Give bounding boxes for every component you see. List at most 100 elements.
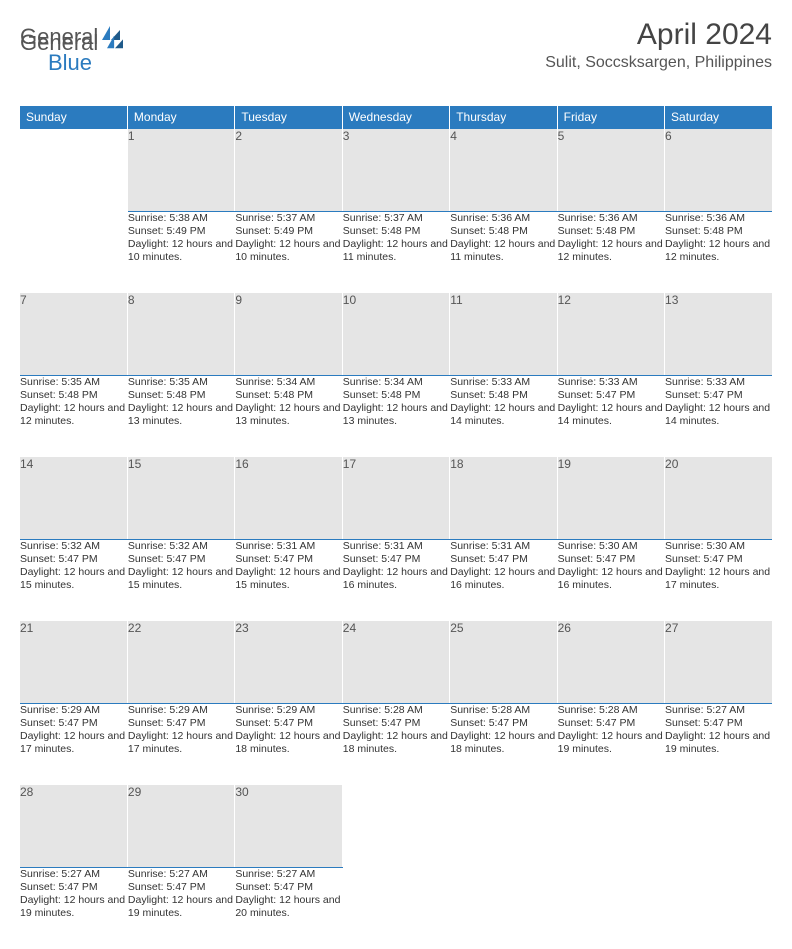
sunrise-line: Sunrise: 5:31 AM [343,540,449,553]
sunset-line: Sunset: 5:47 PM [558,553,664,566]
day-content-cell: Sunrise: 5:31 AMSunset: 5:47 PMDaylight:… [450,539,557,621]
day-number-cell: 16 [235,457,342,539]
day-number-cell: 1 [127,129,234,211]
sunset-line: Sunset: 5:47 PM [343,553,449,566]
day-number-cell: 8 [127,293,234,375]
day-content-cell: Sunrise: 5:33 AMSunset: 5:48 PMDaylight:… [450,375,557,457]
day-content-cell: Sunrise: 5:29 AMSunset: 5:47 PMDaylight:… [127,703,234,785]
sunset-line: Sunset: 5:47 PM [235,717,341,730]
daylight-line: Daylight: 12 hours and 12 minutes. [20,402,127,428]
day-number-cell: 10 [342,293,449,375]
day-number-cell: 29 [127,785,234,867]
day-content-cell: Sunrise: 5:36 AMSunset: 5:48 PMDaylight:… [665,211,772,293]
day-number-cell: 9 [235,293,342,375]
day-number-row: 282930 [20,785,772,867]
day-content-cell: Sunrise: 5:27 AMSunset: 5:47 PMDaylight:… [235,867,342,949]
sunset-line: Sunset: 5:48 PM [665,225,772,238]
sunset-line: Sunset: 5:49 PM [235,225,341,238]
daylight-line: Daylight: 12 hours and 16 minutes. [558,566,664,592]
day-number-cell [665,785,772,867]
day-number-cell [342,785,449,867]
day-content-cell: Sunrise: 5:32 AMSunset: 5:47 PMDaylight:… [20,539,127,621]
daylight-line: Daylight: 12 hours and 17 minutes. [665,566,772,592]
sunrise-line: Sunrise: 5:31 AM [235,540,341,553]
sunrise-line: Sunrise: 5:38 AM [128,212,234,225]
sunset-line: Sunset: 5:47 PM [20,881,127,894]
day-number-cell: 18 [450,457,557,539]
day-content-cell: Sunrise: 5:27 AMSunset: 5:47 PMDaylight:… [20,867,127,949]
day-number-cell: 12 [557,293,664,375]
day-number-row: 123456 [20,129,772,211]
weekday-header-row: Sunday Monday Tuesday Wednesday Thursday… [20,106,772,129]
calendar-table: Sunday Monday Tuesday Wednesday Thursday… [20,106,772,949]
sunset-line: Sunset: 5:47 PM [558,389,664,402]
daylight-line: Daylight: 12 hours and 18 minutes. [343,730,449,756]
daylight-line: Daylight: 12 hours and 13 minutes. [128,402,234,428]
day-content-cell: Sunrise: 5:33 AMSunset: 5:47 PMDaylight:… [665,375,772,457]
sunrise-line: Sunrise: 5:31 AM [450,540,556,553]
day-number-cell: 11 [450,293,557,375]
day-content-cell: Sunrise: 5:34 AMSunset: 5:48 PMDaylight:… [342,375,449,457]
day-number-cell: 19 [557,457,664,539]
daylight-line: Daylight: 12 hours and 15 minutes. [128,566,234,592]
day-number-cell: 27 [665,621,772,703]
day-number-cell: 2 [235,129,342,211]
sunset-line: Sunset: 5:47 PM [343,717,449,730]
day-number-cell [557,785,664,867]
daylight-line: Daylight: 12 hours and 18 minutes. [235,730,341,756]
sunset-line: Sunset: 5:47 PM [20,717,127,730]
sunrise-line: Sunrise: 5:35 AM [20,376,127,389]
logo-sail-icon-2 [105,37,125,54]
weekday-header: Wednesday [342,106,449,129]
day-content-cell: Sunrise: 5:27 AMSunset: 5:47 PMDaylight:… [665,703,772,785]
daylight-line: Daylight: 12 hours and 19 minutes. [665,730,772,756]
day-content-cell: Sunrise: 5:36 AMSunset: 5:48 PMDaylight:… [557,211,664,293]
sunrise-line: Sunrise: 5:37 AM [343,212,449,225]
day-content-cell: Sunrise: 5:35 AMSunset: 5:48 PMDaylight:… [127,375,234,457]
daylight-line: Daylight: 12 hours and 19 minutes. [128,894,234,920]
sunrise-line: Sunrise: 5:36 AM [558,212,664,225]
day-content-cell [20,211,127,293]
day-content-cell: Sunrise: 5:27 AMSunset: 5:47 PMDaylight:… [127,867,234,949]
day-content-row: Sunrise: 5:38 AMSunset: 5:49 PMDaylight:… [20,211,772,293]
daylight-line: Daylight: 12 hours and 13 minutes. [235,402,341,428]
day-number-cell [20,129,127,211]
day-number-cell: 4 [450,129,557,211]
logo-text-blue: Blue [48,50,92,75]
sunrise-line: Sunrise: 5:32 AM [128,540,234,553]
day-content-cell: Sunrise: 5:34 AMSunset: 5:48 PMDaylight:… [235,375,342,457]
sunset-line: Sunset: 5:47 PM [665,389,772,402]
day-number-cell: 22 [127,621,234,703]
sunset-line: Sunset: 5:48 PM [128,389,234,402]
sunrise-line: Sunrise: 5:36 AM [450,212,556,225]
month-title: April 2024 [545,18,772,52]
sunrise-line: Sunrise: 5:35 AM [128,376,234,389]
sunset-line: Sunset: 5:47 PM [450,717,556,730]
day-number-cell: 23 [235,621,342,703]
weekday-header: Saturday [665,106,772,129]
sunrise-line: Sunrise: 5:32 AM [20,540,127,553]
sunset-line: Sunset: 5:48 PM [343,225,449,238]
day-content-cell [342,867,449,949]
sunset-line: Sunset: 5:49 PM [128,225,234,238]
sunset-line: Sunset: 5:47 PM [665,553,772,566]
sunrise-line: Sunrise: 5:28 AM [343,704,449,717]
day-content-cell: Sunrise: 5:33 AMSunset: 5:47 PMDaylight:… [557,375,664,457]
header: General April 2024 Sulit, Soccsksargen, … [20,18,772,72]
sunrise-line: Sunrise: 5:36 AM [665,212,772,225]
sunrise-line: Sunrise: 5:33 AM [450,376,556,389]
daylight-line: Daylight: 12 hours and 10 minutes. [235,238,341,264]
sunrise-line: Sunrise: 5:27 AM [235,868,341,881]
daylight-line: Daylight: 12 hours and 18 minutes. [450,730,556,756]
day-content-row: Sunrise: 5:35 AMSunset: 5:48 PMDaylight:… [20,375,772,457]
sunrise-line: Sunrise: 5:34 AM [235,376,341,389]
day-number-cell: 28 [20,785,127,867]
day-number-cell: 30 [235,785,342,867]
day-number-row: 78910111213 [20,293,772,375]
day-content-cell: Sunrise: 5:30 AMSunset: 5:47 PMDaylight:… [557,539,664,621]
day-number-cell: 20 [665,457,772,539]
sunrise-line: Sunrise: 5:29 AM [20,704,127,717]
day-number-cell: 5 [557,129,664,211]
day-number-row: 21222324252627 [20,621,772,703]
daylight-line: Daylight: 12 hours and 10 minutes. [128,238,234,264]
